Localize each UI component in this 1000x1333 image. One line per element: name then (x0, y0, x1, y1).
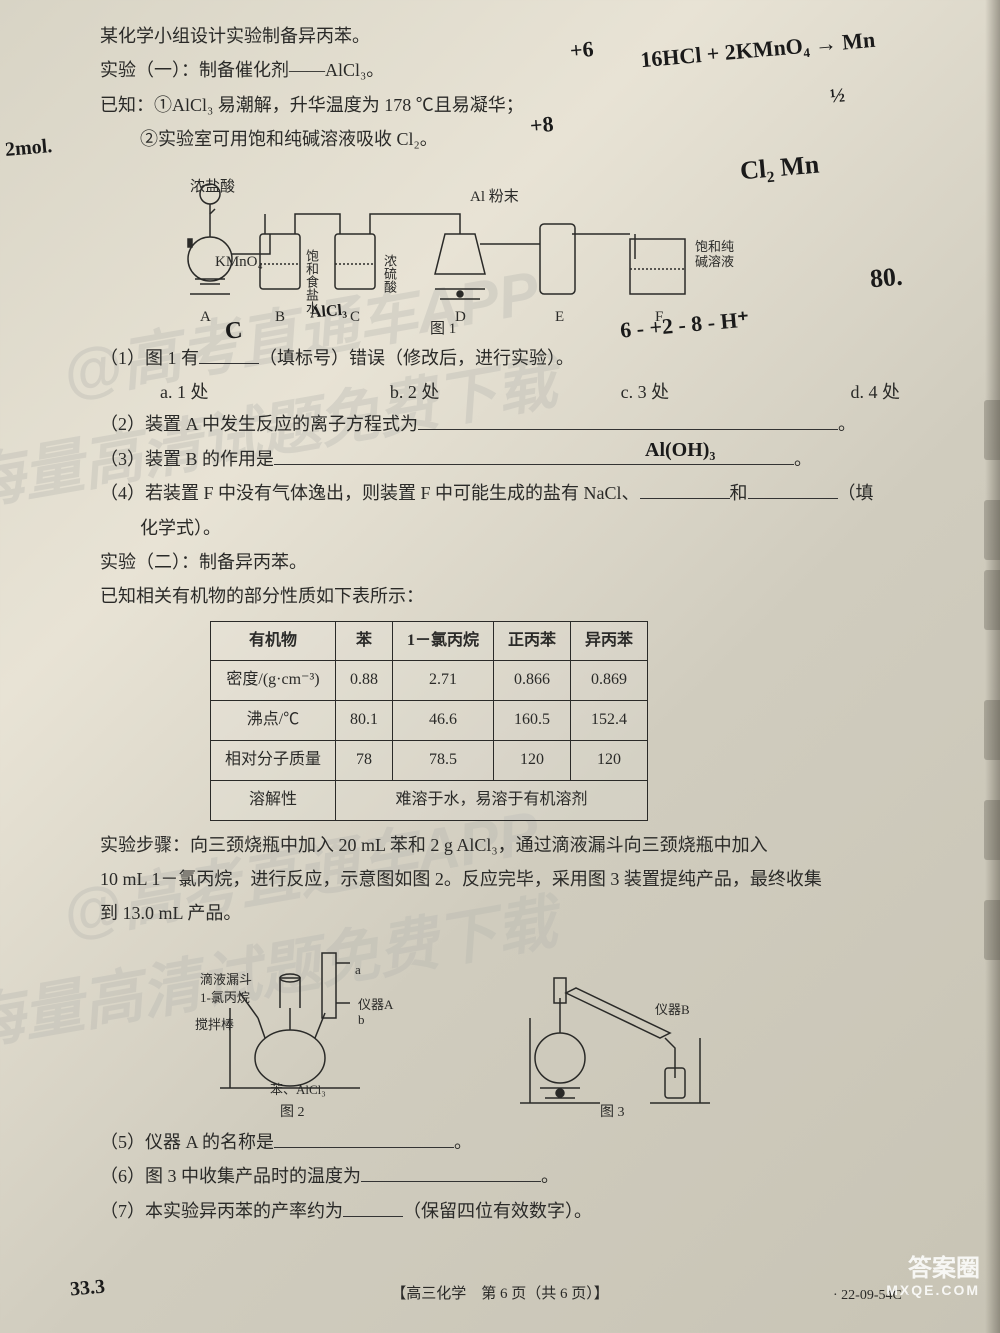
label-alfenmo: Al 粉末 (470, 184, 519, 211)
th-2: 1－氯丙烷 (393, 621, 494, 661)
r2c4: 120 (571, 741, 648, 781)
label-b: b (358, 1008, 365, 1031)
r1c3: 160.5 (494, 701, 571, 741)
label-lvbw: 1-氯丙烷 (200, 986, 250, 1009)
label-C: C (350, 304, 360, 331)
label-nongyansuan: 浓盐酸 (190, 174, 235, 201)
corner-watermark: 答案圈 MXQE.COM (886, 1256, 980, 1298)
handwrite-plus6: +6 (568, 29, 595, 70)
label-D: D (455, 304, 466, 331)
tab-6 (984, 900, 1000, 960)
th-4: 异丙苯 (571, 621, 648, 661)
handwrite-aloh3: Al(OH)₃ (645, 432, 715, 468)
opt-c: c. 3 处 (621, 376, 670, 408)
handwrite-c: C (223, 309, 244, 354)
label-nongliusuan: 浓硫酸 (383, 254, 396, 293)
steps-l1: 实验步骤：向三颈烧瓶中加入 20 mL 苯和 2 g AlCl₃，通过滴液漏斗向… (100, 829, 940, 861)
q5-line: （5）仪器 A 的名称是。 (100, 1126, 940, 1158)
handwrite-half: ½ (828, 77, 846, 114)
r1c0: 沸点/℃ (211, 701, 336, 741)
q4-line2: 化学式）。 (100, 512, 940, 544)
q7-line: （7）本实验异丙苯的产率约为（保留四位有效数字）。 (100, 1195, 940, 1227)
th-1: 苯 (336, 621, 393, 661)
handwrite-80: 80. (868, 254, 904, 303)
th-3: 正丙苯 (494, 621, 571, 661)
figure-23-area: 滴液漏斗 1-氯丙烷 搅拌棒 仪器A a b 苯、AlCl₃ 图 2 仪器B 图… (100, 938, 940, 1118)
exp2-known: 已知相关有机物的部分性质如下表所示： (100, 580, 940, 612)
corner-wm-bottom: MXQE.COM (886, 1283, 980, 1298)
steps-l3: 到 13.0 mL 产品。 (100, 897, 940, 929)
label-a: a (355, 958, 361, 981)
opt-b: b. 2 处 (390, 376, 440, 408)
label-A: A (200, 304, 211, 331)
q1-options: a. 1 处 b. 2 处 c. 3 处 d. 4 处 (100, 376, 940, 408)
q6-line: （6）图 3 中收集产品时的温度为。 (100, 1160, 940, 1192)
r0c4: 0.869 (571, 661, 648, 701)
figure-1-area: 浓盐酸 KMnO₄ A 饱和食盐水 B 浓硫酸 C Al 粉末 D E 饱和纯碱… (100, 164, 940, 334)
r2c2: 78.5 (393, 741, 494, 781)
label-kmno4: KMnO₄ (215, 249, 263, 276)
r1c4: 152.4 (571, 701, 648, 741)
r2c0: 相对分子质量 (211, 741, 336, 781)
intro-l3: 已知：①AlCl₃ 易潮解，升华温度为 178 ℃且易凝华； (100, 89, 940, 121)
sol-label: 溶解性 (211, 780, 336, 820)
sol-value: 难溶于水，易溶于有机溶剂 (336, 780, 648, 820)
handwrite-alcl3: AlCl₃ (309, 296, 348, 328)
tab-5 (984, 800, 1000, 860)
exp2-title: 实验（二）：制备异丙苯。 (100, 546, 940, 578)
label-baohechunjian: 饱和纯碱溶液 (695, 239, 734, 270)
r0c1: 0.88 (336, 661, 393, 701)
page-edge-shadow (985, 0, 1000, 1333)
label-E: E (555, 304, 564, 331)
tab-3 (984, 570, 1000, 630)
opt-a: a. 1 处 (160, 376, 209, 408)
label-B: B (275, 304, 285, 331)
th-0: 有机物 (211, 621, 336, 661)
steps-l2: 10 mL 1－氯丙烷，进行反应，示意图如图 2。反应完毕，采用图 3 装置提纯… (100, 863, 940, 895)
q4-line: （4）若装置 F 中没有气体逸出，则装置 F 中可能生成的盐有 NaCl、和（填 (100, 477, 940, 509)
r1c2: 46.6 (393, 701, 494, 741)
tab-2 (984, 500, 1000, 560)
corner-wm-top: 答案圈 (886, 1256, 980, 1282)
r2c1: 78 (336, 741, 393, 781)
fig2-caption: 图 2 (280, 1100, 305, 1125)
tab-1 (984, 400, 1000, 460)
r0c3: 0.866 (494, 661, 571, 701)
handwrite-plus8: +8 (528, 104, 555, 145)
label-yiqiB: 仪器B (655, 998, 690, 1021)
fig1-caption: 图 1 (430, 316, 456, 343)
r0c2: 2.71 (393, 661, 494, 701)
label-jiaobang: 搅拌棒 (195, 1013, 234, 1036)
r0c0: 密度/(g·cm⁻³) (211, 661, 336, 701)
properties-table: 有机物 苯 1－氯丙烷 正丙苯 异丙苯 密度/(g·cm⁻³) 0.88 2.7… (210, 621, 940, 821)
q2-line: （2）装置 A 中发生反应的离子方程式为。 (100, 408, 940, 440)
tab-4 (984, 700, 1000, 760)
q3-line: （3）装置 B 的作用是。 (100, 443, 940, 475)
handwrite-2mol: 2mol. (4, 128, 54, 168)
handwrite-333: 33.3 (68, 1269, 106, 1308)
r1c1: 80.1 (336, 701, 393, 741)
label-benalcl3: 苯、AlCl₃ (270, 1078, 326, 1101)
opt-d: d. 4 处 (850, 376, 900, 408)
r2c3: 120 (494, 741, 571, 781)
fig3-caption: 图 3 (600, 1100, 625, 1125)
handwrite-cl2mn: Cl₂ Mn (738, 142, 821, 196)
